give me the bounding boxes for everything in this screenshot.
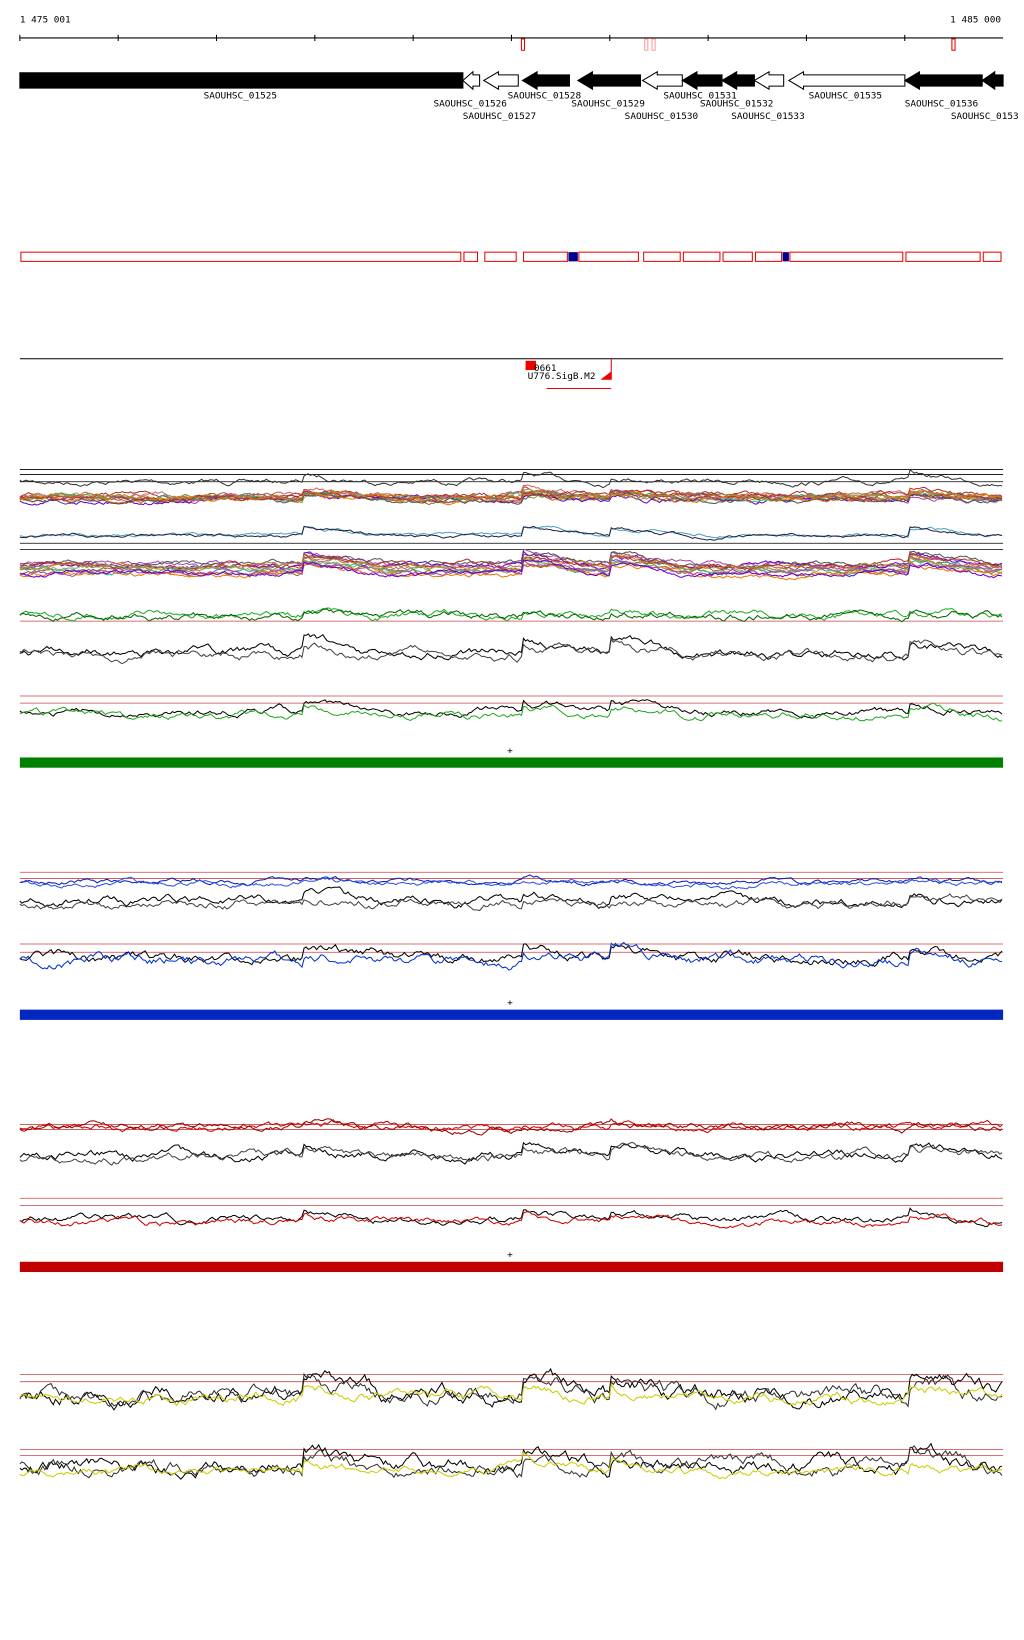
trace <box>19 941 1003 971</box>
variant-mark <box>520 38 526 51</box>
trace <box>19 637 1003 665</box>
trace <box>19 943 1003 968</box>
trace <box>19 468 1003 489</box>
trace <box>19 699 1003 719</box>
variant-mark <box>644 38 649 51</box>
trace <box>19 559 1003 578</box>
cds-box <box>722 251 753 262</box>
gene-label: SAOUHSC_01533 <box>731 111 804 122</box>
trace <box>19 1367 1003 1411</box>
gene-label: SAOUHSC_01529 <box>571 99 644 110</box>
gene <box>787 70 906 91</box>
strand-bar <box>19 1261 1004 1273</box>
trace <box>19 490 1003 506</box>
trace <box>19 876 1003 890</box>
gene <box>721 70 755 91</box>
trace <box>19 1382 1003 1407</box>
cds-box <box>20 251 462 262</box>
motif-bracket <box>546 358 612 389</box>
gene <box>753 70 785 91</box>
cds-box <box>789 251 904 262</box>
gene-label: SAOUHSC_01535 <box>809 90 882 101</box>
gene-label: SAOUHSC_01528 <box>508 90 581 101</box>
trace <box>19 893 1003 912</box>
variant-mark <box>951 38 956 51</box>
ruler-start: 1 475 001 <box>20 15 71 26</box>
strand-mark: + <box>507 998 513 1009</box>
motif-label: U776.SigB.M2 <box>528 371 596 382</box>
gene <box>521 70 570 91</box>
trace <box>19 488 1003 502</box>
cds-box <box>682 251 721 262</box>
feature-box <box>525 360 537 371</box>
gene <box>482 70 519 91</box>
trace <box>19 1210 1003 1229</box>
cds-box <box>905 251 981 262</box>
trace <box>19 702 1003 722</box>
variant-mark <box>651 38 656 51</box>
trace <box>19 525 1003 541</box>
trace <box>19 1451 1003 1480</box>
cds-box <box>484 251 517 262</box>
trace <box>19 1207 1003 1228</box>
trace <box>19 553 1003 572</box>
ruler-end: 1 485 000 <box>950 15 1001 26</box>
gene-label: SAOUHSC_01526 <box>433 99 506 110</box>
gene <box>462 70 481 91</box>
strand-mark: + <box>507 1250 513 1261</box>
feature-id: 0661 <box>534 363 557 374</box>
trace <box>19 491 1003 505</box>
gene-label: SAOUHSC_01525 <box>204 90 277 101</box>
trace <box>19 608 1003 623</box>
gene <box>19 72 464 89</box>
trace <box>19 550 1003 570</box>
trace <box>19 559 1003 579</box>
trace <box>19 1442 1003 1480</box>
gene-label: SAOUHSC_01530 <box>625 111 698 122</box>
gene <box>903 70 983 91</box>
trace <box>19 1141 1003 1166</box>
trace <box>19 1119 1003 1134</box>
trace <box>19 1118 1003 1136</box>
gene-label: SAOUHSC_01536 <box>905 99 978 110</box>
strand-bar <box>19 1009 1004 1020</box>
cds-box <box>754 251 783 262</box>
gene <box>641 70 683 91</box>
gene <box>981 70 1004 91</box>
trace <box>19 874 1003 887</box>
cds-box <box>522 251 568 262</box>
trace <box>19 1141 1003 1165</box>
domain-box <box>782 252 789 262</box>
trace <box>19 886 1003 910</box>
gene <box>576 70 642 91</box>
trace <box>19 1372 1003 1411</box>
gene-label: SAOUHSC_01532 <box>700 99 773 110</box>
strand-mark: + <box>507 745 513 756</box>
cds-box <box>643 251 681 262</box>
trace <box>19 633 1003 661</box>
domain-box <box>568 252 578 262</box>
gene-label: SAOUHSC_01531 <box>663 90 736 101</box>
trace <box>19 560 1003 581</box>
cds-box <box>578 251 639 262</box>
cds-box <box>463 251 479 262</box>
strand-bar <box>19 757 1004 768</box>
gene <box>681 70 723 91</box>
gene-label: SAOUHSC_0153 <box>951 111 1019 122</box>
gene-label: SAOUHSC_01527 <box>463 111 536 122</box>
trace <box>19 607 1003 623</box>
cds-box <box>982 251 1002 262</box>
